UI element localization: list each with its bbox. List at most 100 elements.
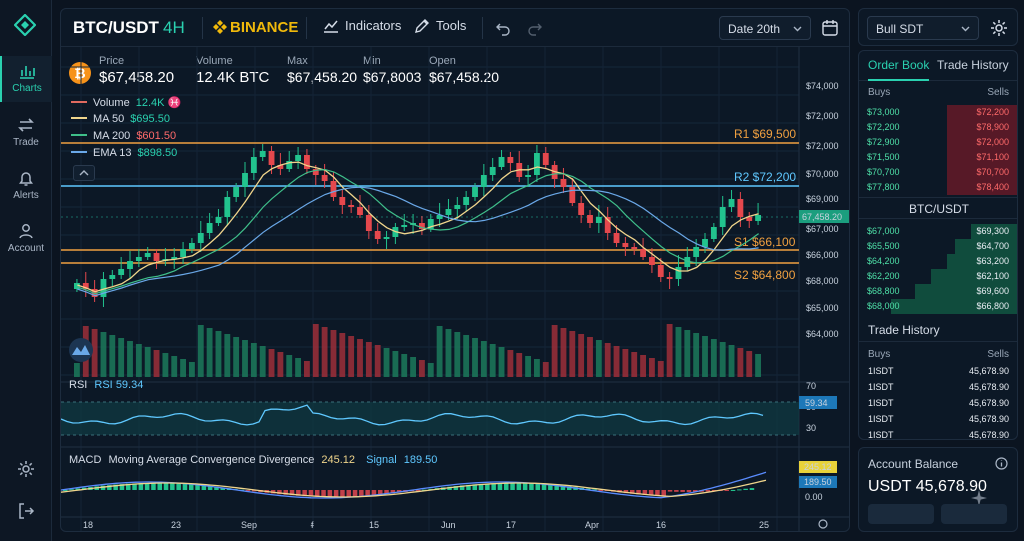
legend-row[interactable]: Volume 12.4K ♓ [71, 96, 181, 113]
volume-bar [330, 330, 337, 377]
ask-row[interactable]: $72,200 $78,900 [859, 120, 1017, 135]
axis-settings-icon[interactable] [818, 519, 828, 529]
macd-histogram-bar [504, 483, 509, 490]
depth-bar [947, 150, 1017, 165]
logout-icon[interactable] [16, 501, 36, 521]
macd-histogram-bar [170, 483, 175, 490]
volume-bar [144, 347, 151, 377]
level-label: S1 $66,100 [734, 235, 796, 249]
settings-gear-icon[interactable] [16, 459, 36, 479]
ask-row[interactable]: $70,700 $70,700 [859, 165, 1017, 180]
app-logo-icon[interactable] [14, 14, 36, 36]
bid-row[interactable]: $62,200 $62,100 [859, 269, 1017, 284]
volume-bar [127, 341, 133, 377]
ask-row[interactable]: $77,800 $78,400 [859, 180, 1017, 195]
sell-price: $69,300 [976, 226, 1009, 236]
volume-bar [100, 332, 107, 377]
candle-body [82, 283, 89, 289]
trade-row[interactable]: 1ISDT 45,678.90 [859, 380, 1017, 396]
indicators-button[interactable]: Indicators [323, 18, 401, 33]
buy-price: $65,500 [867, 241, 900, 251]
sidebar-item-alerts[interactable]: Alerts [0, 163, 52, 209]
trade-row[interactable]: 1ISDT 45,678.90 [859, 364, 1017, 380]
strategy-select[interactable]: Bull SDT [867, 16, 979, 40]
withdraw-button[interactable] [941, 504, 1007, 524]
undo-icon[interactable] [495, 20, 511, 36]
chart-toolbar: BTC/USDT 4H BINANCE Indicators Tools Dat… [61, 9, 849, 47]
legend-row[interactable]: MA 200 $601.50 [71, 130, 181, 147]
legend-row[interactable]: MA 50 $695.50 [71, 113, 181, 130]
volume-bar [277, 352, 284, 377]
timeframe-selector[interactable]: 4H [163, 18, 185, 37]
gear-icon[interactable] [989, 18, 1009, 38]
candle-body [250, 157, 257, 173]
price-chart[interactable]: $74,000 $72,000 $72,000 $70,000 $69,000 $67,0… [61, 47, 850, 532]
candle-body [357, 207, 363, 215]
rsi-line [61, 404, 764, 426]
macd-histogram-bar [743, 488, 748, 490]
candle-body [365, 215, 372, 231]
sidebar-item-trade[interactable]: Trade [0, 110, 52, 156]
candle-body [321, 175, 328, 181]
macd-histogram-bar [485, 483, 490, 490]
signal-tag-text: 189.50 [804, 477, 832, 487]
stat-min: Min $67,8003 [363, 55, 421, 85]
bid-row[interactable]: $64,200 $63,200 [859, 254, 1017, 269]
volume-bar [534, 359, 540, 377]
stat-volume: Volume 12.4K BTC [196, 55, 269, 86]
tools-button[interactable]: Tools [414, 18, 466, 33]
pair-title[interactable]: BTC/USDT [73, 18, 159, 37]
bid-row[interactable]: $68,000 $66,800 [859, 299, 1017, 314]
macd-histogram-bar [554, 485, 559, 490]
legend-row[interactable]: EMA 13 $898.50 [71, 147, 181, 164]
macd-histogram-bar [648, 490, 654, 496]
stat-max: Max $67,458.20 [287, 55, 357, 85]
collapse-legend-button[interactable] [73, 165, 95, 181]
volume-bar [295, 358, 301, 377]
trade-row[interactable]: 1ISDT 45,678.90 [859, 412, 1017, 428]
trade-row[interactable]: 1ISDT 45,678.90 [859, 396, 1017, 412]
strategy-select-value: Bull SDT [876, 22, 924, 36]
volume-bar [525, 356, 531, 377]
ask-row[interactable]: $73,000 $72,200 [859, 105, 1017, 120]
macd-histogram-bar [598, 490, 603, 491]
candle-body [631, 247, 638, 249]
ask-row[interactable]: $71,500 $71,100 [859, 150, 1017, 165]
trade-row[interactable]: 1ISDT 45,678.90 [859, 428, 1017, 440]
time-tick-label: 17 [506, 520, 516, 530]
time-tick-label: ᵮ [310, 520, 314, 530]
sells-header: Sells [987, 349, 1009, 360]
macd-histogram-bar [642, 490, 648, 496]
macd-histogram-bar [113, 484, 118, 490]
order-book-panel: Order Book Trade History Buys Sells $73,… [858, 50, 1018, 440]
calendar-icon[interactable] [821, 19, 839, 37]
bid-row[interactable]: $65,500 $64,700 [859, 239, 1017, 254]
tab-order-book[interactable]: Order Book [868, 58, 930, 81]
bid-row[interactable]: $68,800 $69,600 [859, 284, 1017, 299]
ask-row[interactable]: $72,900 $72,000 [859, 135, 1017, 150]
macd-tag-text: 245.12 [804, 462, 832, 472]
bid-row[interactable]: $67,000 $69,300 [859, 224, 1017, 239]
candle-body [233, 187, 240, 197]
sidebar-item-account[interactable]: Account [0, 216, 52, 262]
candle-body [560, 179, 567, 187]
date-select[interactable]: Date 20th [719, 16, 811, 40]
rsi-tag-text: 59.34 [805, 398, 828, 408]
info-icon[interactable] [995, 457, 1008, 470]
volume-bar [666, 324, 673, 377]
deposit-button[interactable] [868, 504, 934, 524]
sidebar-item-charts[interactable]: Charts [0, 56, 52, 102]
tab-trade-history[interactable]: Trade History [937, 58, 1009, 72]
candle-body [684, 257, 691, 267]
candle-body [542, 153, 549, 165]
redo-icon[interactable] [527, 20, 543, 36]
trade-buy: 1ISDT [868, 430, 894, 440]
volume-bar [118, 338, 125, 377]
buys-header: Buys [868, 349, 891, 360]
candle-body [595, 217, 602, 223]
volume-bar [613, 346, 620, 377]
badge-circle [69, 338, 93, 362]
toolbar-divider [306, 17, 307, 39]
volume-bar [755, 354, 761, 377]
